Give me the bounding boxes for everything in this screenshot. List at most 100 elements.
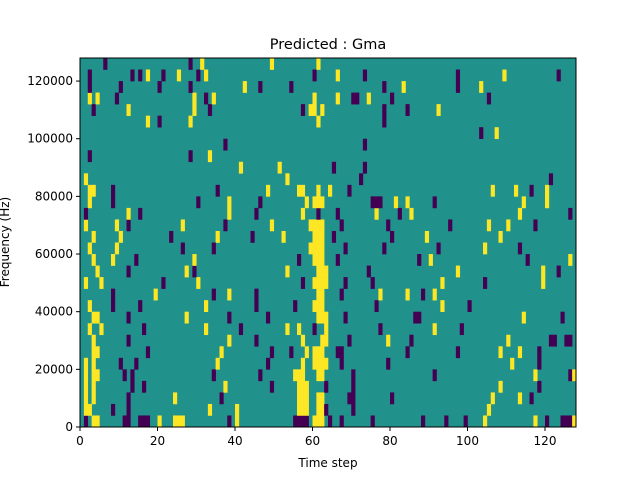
heatmap-cell-low [382, 242, 387, 255]
heatmap-cell-high [324, 323, 329, 336]
heatmap-cell-high [428, 254, 433, 266]
heatmap-cell-high [145, 69, 151, 82]
heatmap-cell-high [118, 230, 123, 243]
heatmap-cell-high [192, 104, 197, 116]
heatmap-cell-high [281, 230, 286, 243]
heatmap-cell-low [130, 69, 135, 82]
heatmap-cell-low [293, 300, 298, 312]
heatmap-cell-high [126, 207, 131, 220]
heatmap-cell-low [192, 265, 197, 278]
heatmap-cell-low [169, 230, 174, 243]
heatmap-cell-low [386, 219, 391, 232]
heatmap-cell-low [331, 161, 337, 174]
heatmap-cell-high [486, 403, 492, 416]
heatmap-cell-high [188, 115, 193, 128]
plot-frame [79, 57, 577, 428]
heatmap-cell-high [126, 104, 131, 116]
heatmap-cell-low [533, 219, 538, 232]
heatmap-cell-low [118, 357, 123, 370]
heatmap-cell-low [111, 288, 116, 301]
heatmap-cell-low [126, 219, 131, 232]
heatmap-cell-high [176, 69, 182, 82]
heatmap-cell-low [351, 369, 356, 382]
heatmap-cell-low [269, 380, 275, 393]
heatmap-cell-high [432, 323, 437, 336]
heatmap-cell-low [180, 242, 185, 255]
heatmap-cell-high [506, 334, 511, 347]
heatmap-cell-low [227, 415, 232, 428]
heatmap-cell-low [258, 81, 263, 93]
heatmap-cell-low [269, 346, 275, 359]
heatmap-cell-low [339, 219, 344, 232]
heatmap-cell-high [111, 254, 116, 266]
heatmap-cell-high [87, 242, 92, 255]
heatmap-cell-low [297, 254, 302, 266]
heatmap-cell-low [258, 196, 263, 209]
heatmap-cell-low [126, 403, 131, 416]
heatmap-cell-high [432, 288, 437, 301]
heatmap-cell-high [285, 173, 290, 186]
heatmap-cell-high [87, 184, 96, 197]
heatmap-cell-high [87, 92, 92, 105]
heatmap-cell-high [405, 288, 410, 301]
heatmap-cell-high [235, 403, 240, 416]
heatmap-cell-low [161, 277, 166, 289]
heatmap-cell-high [242, 81, 247, 93]
heatmap-cell-low [87, 150, 92, 163]
heatmap-cell-high [572, 369, 577, 382]
chart-title: Predicted : Gma [270, 37, 386, 53]
heatmap-cell-low [347, 184, 352, 197]
heatmap-cell-low [157, 115, 162, 128]
heatmap-cell-high [316, 311, 329, 324]
heatmap-cell-low [238, 323, 244, 336]
heatmap-cell-low [359, 173, 364, 186]
heatmap-cell-low [211, 242, 216, 255]
heatmap-cell-high [304, 196, 309, 209]
heatmap-cell-low [459, 323, 464, 336]
heatmap-cell-low [207, 104, 213, 116]
heatmap-cell-high [541, 265, 546, 278]
heatmap-cell-high [312, 300, 325, 312]
heatmap-cell-high [266, 184, 271, 197]
heatmap-cell-high [568, 254, 573, 266]
heatmap-cell-low [266, 311, 271, 324]
x-tick-label: 80 [382, 434, 397, 448]
heatmap-cell-high [316, 184, 321, 197]
heatmap-cell-high [316, 58, 321, 70]
x-tick-label: 100 [456, 434, 479, 448]
heatmap-cell-high [308, 242, 325, 255]
heatmap-cell-low [432, 369, 437, 382]
heatmap-cell-high [114, 219, 120, 232]
heatmap-cell-low [455, 69, 461, 82]
heatmap-cell-low [266, 357, 271, 370]
heatmap-cell-high [479, 81, 484, 93]
heatmap-cell-high [285, 323, 290, 336]
heatmap-cell-low [219, 392, 224, 405]
heatmap-cell-high [490, 392, 495, 405]
heatmap-cell-low [556, 265, 561, 278]
heatmap-cell-high [498, 346, 503, 359]
heatmap-cell-low [138, 69, 143, 82]
heatmap-cell-low [343, 311, 348, 324]
heatmap-cell-low [421, 415, 426, 428]
heatmap-cell-low [560, 415, 573, 428]
heatmap-cell-high [320, 334, 329, 347]
heatmap-cell-low [223, 219, 228, 232]
heatmap-cell-high [91, 311, 100, 324]
heatmap-cell-low [293, 415, 309, 428]
heatmap-cell-high [83, 219, 89, 232]
heatmap-cell-high [207, 403, 213, 416]
heatmap-cell-low [114, 92, 120, 105]
heatmap-cell-high [300, 357, 306, 370]
heatmap-cell-high [192, 92, 197, 105]
heatmap-cell-high [517, 207, 523, 220]
heatmap-cell-low [87, 81, 92, 93]
heatmap-cell-high [316, 288, 325, 301]
heatmap-cell-high [215, 357, 220, 370]
heatmap-cell-low [483, 277, 488, 289]
heatmap-cell-low [421, 288, 426, 301]
heatmap-cell-high [83, 357, 89, 370]
heatmap-cell-high [440, 300, 445, 312]
heatmap-cell-high [83, 173, 89, 186]
heatmap-cell-high [91, 357, 96, 370]
